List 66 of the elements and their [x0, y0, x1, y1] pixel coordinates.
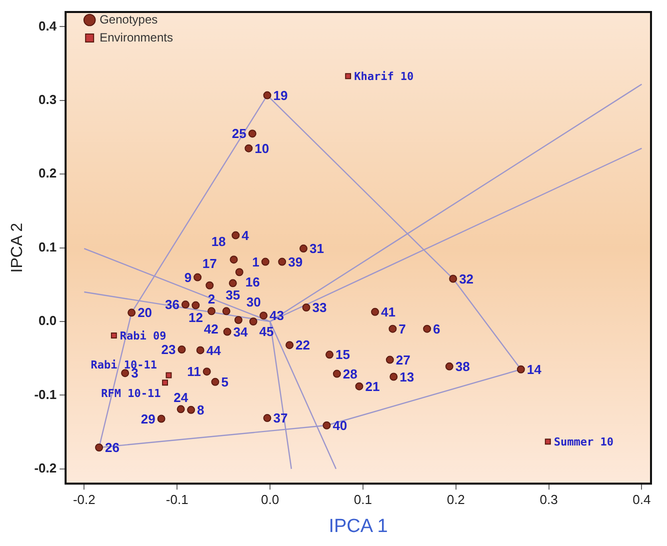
- annotation: 21: [365, 378, 380, 394]
- annotation: 23: [161, 342, 176, 358]
- annotation: 27: [396, 352, 410, 368]
- y-tick-label: -0.2: [34, 460, 57, 476]
- annotation: 6: [433, 321, 440, 336]
- annotation: 44: [206, 342, 222, 358]
- annotation: 34: [233, 324, 249, 340]
- annotation: 41: [381, 304, 396, 320]
- annotation: 36: [165, 297, 180, 312]
- annotation: 17: [202, 256, 217, 271]
- annotation: 20: [138, 305, 152, 320]
- y-tick-label: -0.1: [34, 386, 57, 402]
- annotation: 31: [309, 241, 324, 256]
- x-axis-title: IPCA 1: [328, 516, 388, 537]
- x-tick-label: 0.2: [446, 492, 465, 507]
- annotation: 37: [273, 410, 288, 426]
- x-tick-label: -0.2: [72, 492, 96, 507]
- annotation: 32: [459, 271, 474, 286]
- y-axis-title: IPCA 2: [9, 222, 26, 273]
- annotation: 16: [245, 274, 260, 290]
- annotation: 39: [288, 254, 303, 270]
- annotation: 9: [184, 270, 192, 285]
- annotation: 15: [335, 347, 350, 362]
- annotation: 12: [188, 310, 203, 325]
- annotation: RFM 10-11: [101, 387, 162, 400]
- y-tick-label: 0.1: [38, 239, 57, 254]
- legend-label: Genotypes: [100, 12, 158, 26]
- y-tick-label: 0.0: [38, 313, 57, 328]
- annotation: 30: [246, 294, 261, 310]
- annotation: 1: [252, 254, 260, 270]
- annotation: 29: [140, 411, 156, 426]
- annotation: 42: [204, 322, 218, 337]
- annotation: 35: [226, 288, 240, 303]
- annotation: 10: [254, 140, 270, 156]
- annotation: Rabi 09: [120, 329, 166, 342]
- annotation: 4: [242, 228, 250, 243]
- annotation: 26: [105, 440, 120, 456]
- annotation: 24: [174, 390, 189, 405]
- annotation: 7: [398, 321, 406, 336]
- annotation: 38: [455, 359, 470, 374]
- annotation: 5: [221, 374, 228, 390]
- x-tick-label: 0.3: [540, 492, 558, 507]
- annotation: 28: [342, 366, 358, 382]
- annotation: 18: [211, 234, 226, 250]
- annotation: 19: [273, 88, 288, 103]
- annotation: 40: [332, 418, 348, 433]
- annotation: 22: [296, 338, 310, 353]
- annotation: 25: [232, 126, 246, 142]
- annotation: 45: [259, 324, 274, 340]
- annotation: 11: [187, 364, 201, 380]
- legend-label: Environments: [100, 30, 173, 44]
- annotation: 43: [270, 308, 284, 324]
- x-tick-label: 0.4: [632, 492, 651, 507]
- annotation: Kharif 10: [354, 70, 414, 83]
- x-tick-label: 0.1: [354, 492, 372, 507]
- annotation: Summer 10: [554, 435, 614, 448]
- annotation: 8: [197, 402, 204, 418]
- annotation: 13: [400, 369, 414, 384]
- y-tick-label: 0.2: [38, 166, 57, 181]
- x-tick-label: 0.0: [260, 492, 280, 507]
- annotation: 14: [526, 362, 542, 377]
- annotation: 33: [312, 300, 327, 316]
- annotation: 2: [208, 292, 216, 307]
- y-tick-label: 0.3: [38, 92, 57, 108]
- y-tick-label: 0.4: [38, 18, 58, 34]
- x-tick-label: -0.1: [166, 492, 188, 507]
